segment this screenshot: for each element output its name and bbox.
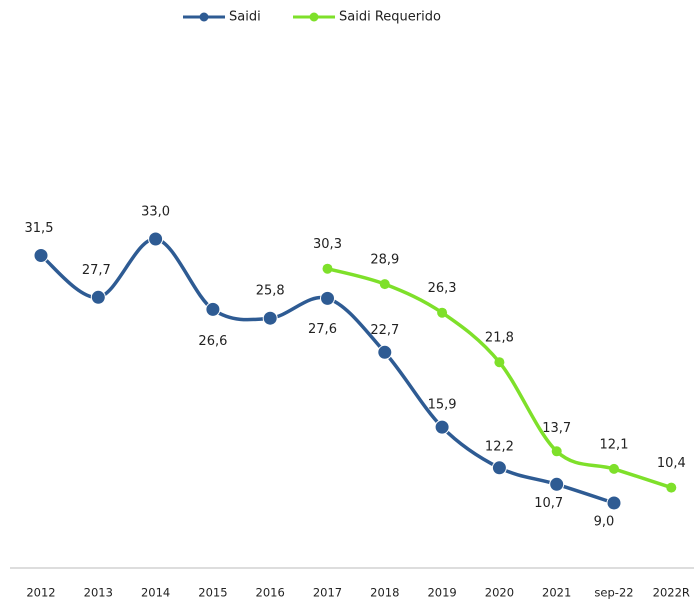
data-label: 30,3 [313, 237, 342, 252]
point [551, 446, 562, 457]
data-label: 9,0 [594, 515, 615, 530]
data-label: 28,9 [370, 253, 399, 268]
x-tick-label: 2013 [84, 586, 113, 600]
point [609, 463, 619, 474]
x-tick-label: sep-22 [594, 586, 633, 600]
x-tick-label: 2012 [26, 586, 55, 600]
point [377, 344, 393, 360]
point [494, 357, 505, 368]
data-label: 15,9 [428, 398, 457, 413]
point [549, 476, 565, 492]
x-tick-label: 2022R [653, 586, 690, 600]
data-label: 26,6 [198, 334, 227, 349]
legend-marker [199, 12, 209, 22]
data-label: 27,6 [308, 322, 337, 337]
point [491, 460, 507, 476]
point [320, 290, 335, 306]
data-label: 12,2 [485, 439, 514, 454]
data-label: 21,8 [485, 331, 514, 346]
point [379, 279, 390, 290]
point [434, 419, 450, 435]
x-tick-label: 2018 [370, 586, 399, 600]
x-tick-label: 2017 [313, 586, 342, 600]
point [322, 263, 333, 274]
point [90, 289, 106, 305]
x-tick-label: 2021 [542, 586, 571, 600]
x-tick-label: 2016 [256, 586, 285, 600]
data-label: 31,5 [25, 221, 54, 236]
data-label: 10,7 [534, 496, 563, 511]
x-tick-label: 2015 [198, 586, 227, 600]
point [262, 310, 278, 326]
legend-label: Saidi [229, 10, 261, 25]
legend-label: Saidi Requerido [339, 10, 441, 25]
point [33, 248, 49, 263]
data-label: 12,1 [600, 437, 629, 452]
point [205, 301, 221, 317]
data-label: 33,0 [141, 205, 170, 220]
x-tick-label: 2014 [141, 586, 170, 600]
data-label: 26,3 [428, 281, 457, 296]
data-label: 22,7 [370, 323, 399, 338]
data-label: 13,7 [542, 421, 571, 436]
series-line [327, 267, 672, 490]
point [437, 307, 448, 318]
series-line [39, 237, 615, 505]
data-label: 10,4 [657, 456, 686, 471]
legend-marker [309, 12, 319, 22]
x-tick-label: 2020 [485, 586, 514, 600]
x-tick-label: 2019 [427, 586, 456, 600]
point [606, 495, 622, 511]
point [148, 231, 164, 247]
data-label: 25,8 [256, 284, 285, 299]
point [666, 482, 677, 493]
data-label: 27,7 [82, 263, 111, 278]
